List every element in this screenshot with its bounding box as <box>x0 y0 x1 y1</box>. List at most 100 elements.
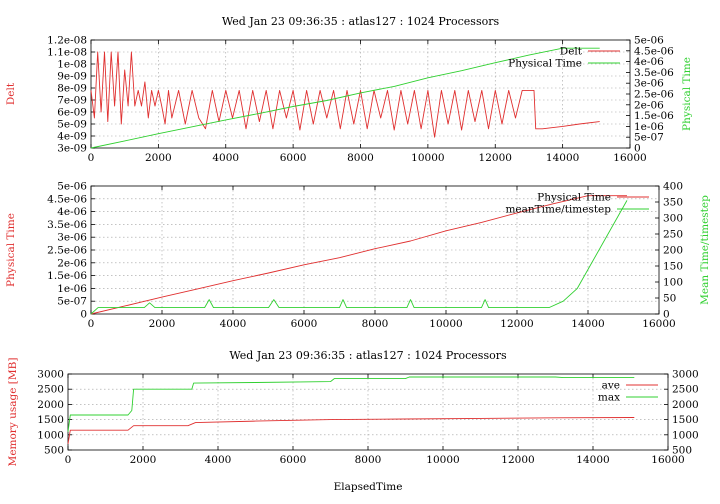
chart1-x-tick-label: 12000 <box>479 152 512 164</box>
chart1-x-tick-label: 4000 <box>212 152 239 164</box>
chart1-y-tick-label: 7e-09 <box>57 95 87 107</box>
chart3-x-tick-label: 2000 <box>130 454 157 466</box>
chart3-y-tick-label: 3000 <box>37 369 64 381</box>
chart2-y2-tick-label: 300 <box>663 213 683 225</box>
chart2-legend-label: Physical Time <box>537 192 611 204</box>
chart1-y2-tick-label: 4e-06 <box>634 56 664 68</box>
chart1-y-tick-label: 3e-09 <box>57 143 87 155</box>
chart3-y-tick-label: 500 <box>44 445 64 457</box>
chart1-x-tick-label: 10000 <box>411 152 444 164</box>
chart3-y2-tick-label: 500 <box>672 445 692 457</box>
chart2-y2-tick-label: 200 <box>663 245 683 257</box>
chart3-x-tick-label: 10000 <box>426 454 459 466</box>
chart3-x-tick-label: 16000 <box>651 454 684 466</box>
chart3-x-tick-label: 0 <box>65 454 72 466</box>
chart1-x-tick-label: 2000 <box>145 152 172 164</box>
chart2-x-tick-label: 14000 <box>571 318 604 330</box>
chart2-y2-tick-label: 150 <box>663 261 683 273</box>
chart1-y-tick-label: 1e-08 <box>57 59 87 71</box>
chart3-y-tick-label: 1500 <box>37 414 64 426</box>
chart1-y2-tick-label: 3.5e-06 <box>634 67 674 79</box>
chart2-y-tick-label: 2.5e-06 <box>47 245 87 257</box>
chart2-x-tick-label: 8000 <box>362 318 389 330</box>
chart2-y2-tick-label: 400 <box>663 181 683 193</box>
chart2-y-tick-label: 3.5e-06 <box>47 219 87 231</box>
chart1-y2-tick-label: 4.5e-06 <box>634 45 674 57</box>
chart1-y-tick-label: 6e-09 <box>57 107 87 119</box>
chart1-x-tick-label: 16000 <box>613 152 646 164</box>
chart2-y-tick-label: 0 <box>80 309 87 321</box>
chart1-y2-tick-label: 1e-06 <box>634 121 664 133</box>
chart2-series-line-meantime-timestep <box>90 200 628 315</box>
chart2-y-tick-label: 2e-06 <box>57 257 87 269</box>
chart3-series-line-ave <box>67 417 635 444</box>
chart2-y-axis-label: Physical Time <box>5 213 17 287</box>
chart1-legend-label: Physical Time <box>508 58 582 70</box>
chart3-x-tick-label: 8000 <box>355 454 382 466</box>
chart3-x-axis-label: ElapsedTime <box>334 481 403 493</box>
chart3-series-line-max <box>67 376 635 432</box>
chart1-y2-axis-label: Physical Time <box>681 57 693 131</box>
chart3-y2-tick-label: 1500 <box>672 414 699 426</box>
chart2-y-tick-label: 5e-07 <box>57 296 87 308</box>
chart3-x-tick-label: 4000 <box>205 454 232 466</box>
chart1-series-line-delt <box>90 51 600 138</box>
chart3-x-tick-label: 12000 <box>501 454 534 466</box>
chart2-y-tick-label: 3e-06 <box>57 232 87 244</box>
chart2-y-tick-label: 4e-06 <box>57 206 87 218</box>
chart1-y2-tick-label: 3e-06 <box>634 78 664 90</box>
chart2-y2-tick-label: 250 <box>663 229 683 241</box>
chart1-title: Wed Jan 23 09:36:35 : atlas127 : 1024 Pr… <box>222 15 500 28</box>
chart3-legend-label: max <box>598 392 620 404</box>
chart1-y-tick-label: 4e-09 <box>57 131 87 143</box>
chart3-y-tick-label: 2500 <box>37 384 64 396</box>
chart2-y2-tick-label: 50 <box>663 293 676 305</box>
chart1-y-tick-label: 1.2e-08 <box>47 35 87 47</box>
chart3-title: Wed Jan 23 09:36:35 : atlas127 : 1024 Pr… <box>229 349 507 362</box>
chart1-y2-tick-label: 0 <box>634 143 641 155</box>
chart2-x-tick-label: 6000 <box>291 318 318 330</box>
chart2-x-tick-label: 4000 <box>220 318 247 330</box>
chart3-x-tick-label: 6000 <box>280 454 307 466</box>
chart1-series-line-physical-time <box>90 47 600 149</box>
chart1-y2-tick-label: 5e-06 <box>634 35 664 47</box>
chart2-y2-tick-label: 350 <box>663 197 683 209</box>
chart1-x-tick-label: 8000 <box>347 152 374 164</box>
chart1-y2-tick-label: 2e-06 <box>634 99 664 111</box>
chart2-y-tick-label: 5e-06 <box>57 181 87 193</box>
chart2-y-tick-label: 1.5e-06 <box>47 270 87 282</box>
chart2-x-tick-label: 12000 <box>500 318 533 330</box>
chart1-legend-label: Delt <box>560 46 583 58</box>
chart2-x-tick-label: 2000 <box>149 318 176 330</box>
chart2-y2-axis-label: Mean Time/timestep <box>699 195 711 305</box>
chart1-y-tick-label: 1.1e-08 <box>47 47 87 59</box>
chart1-y-tick-label: 9e-09 <box>57 71 87 83</box>
chart2-x-tick-label: 0 <box>88 318 95 330</box>
chart3-y2-tick-label: 1000 <box>672 429 699 441</box>
chart2-legend-label: meanTime/timestep <box>505 204 611 216</box>
chart2-y2-tick-label: 0 <box>663 309 670 321</box>
chart2-y-tick-label: 1e-06 <box>57 283 87 295</box>
chart3-x-tick-label: 14000 <box>576 454 609 466</box>
chart2-x-tick-label: 10000 <box>429 318 462 330</box>
chart3-legend-label: ave <box>602 380 620 392</box>
chart1-y-axis-label: Delt <box>5 82 17 105</box>
chart1-x-tick-label: 14000 <box>546 152 579 164</box>
chart3-y-tick-label: 2000 <box>37 399 64 411</box>
chart2-series-line-physical-time <box>90 195 627 315</box>
chart3-y2-tick-label: 2500 <box>672 384 699 396</box>
chart1-y2-tick-label: 2.5e-06 <box>634 89 674 101</box>
chart3-y2-tick-label: 2000 <box>672 399 699 411</box>
chart1-y2-tick-label: 5e-07 <box>634 132 664 144</box>
chart1-y-tick-label: 5e-09 <box>57 119 87 131</box>
chart3-y2-tick-label: 3000 <box>672 369 699 381</box>
chart1-y-tick-label: 8e-09 <box>57 83 87 95</box>
chart1-y2-tick-label: 1.5e-06 <box>634 110 674 122</box>
chart3-y-axis-label: Memory usage [MB] <box>7 358 19 467</box>
chart2-x-tick-label: 16000 <box>642 318 675 330</box>
chart3-y-tick-label: 1000 <box>37 429 64 441</box>
chart2-y2-tick-label: 100 <box>663 277 683 289</box>
chart1-x-tick-label: 6000 <box>280 152 307 164</box>
chart2-y-tick-label: 4.5e-06 <box>47 193 87 205</box>
